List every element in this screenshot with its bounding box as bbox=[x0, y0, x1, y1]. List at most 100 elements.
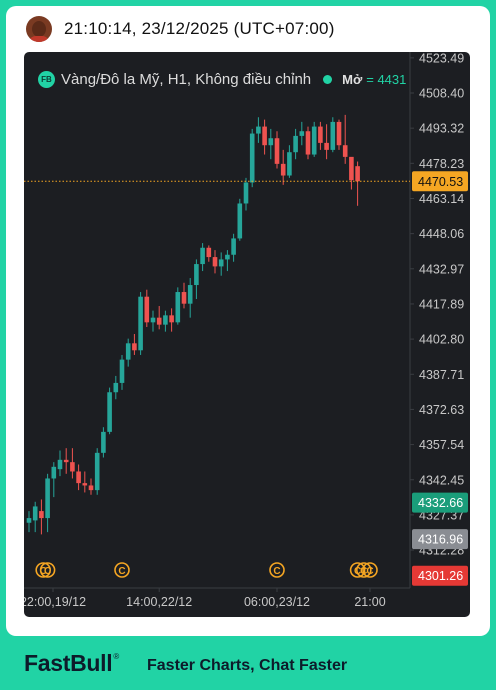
candle-body bbox=[342, 145, 348, 157]
x-tick-label: 06:00,23/12 bbox=[244, 595, 310, 609]
candle-body bbox=[88, 485, 94, 491]
price-label-text: 4470.53 bbox=[418, 175, 463, 189]
brand-name: FastBull bbox=[24, 650, 113, 676]
candle-body bbox=[268, 138, 274, 146]
symbol-label: Vàng/Đô la Mỹ, H1, Không điều chỉnh bbox=[61, 70, 312, 88]
event-marker-icon bbox=[355, 562, 372, 578]
candle-body bbox=[225, 254, 230, 260]
candle-body bbox=[51, 466, 57, 479]
candle-body bbox=[299, 131, 305, 136]
candle-body bbox=[287, 152, 292, 176]
candle-body bbox=[26, 518, 32, 523]
candle-body bbox=[187, 285, 193, 304]
candle-body bbox=[336, 121, 342, 146]
candle-body bbox=[39, 511, 44, 519]
candle-body bbox=[355, 166, 360, 182]
candle-body bbox=[32, 506, 38, 521]
y-tick-label: 4448.06 bbox=[419, 227, 464, 241]
event-marker-label: C bbox=[44, 566, 51, 577]
y-tick-label: 4463.14 bbox=[419, 192, 464, 206]
event-marker-icon bbox=[39, 562, 56, 578]
candle-body bbox=[194, 264, 199, 286]
y-tick-label: 4508.40 bbox=[419, 87, 464, 101]
candle-body bbox=[305, 131, 311, 155]
y-tick-label: 4372.63 bbox=[419, 403, 464, 417]
event-marker-label: C bbox=[273, 566, 280, 577]
candle-body bbox=[113, 382, 119, 393]
event-marker-label: C bbox=[366, 566, 373, 577]
candle-body bbox=[274, 138, 280, 164]
y-tick-label: 4523.49 bbox=[419, 52, 464, 65]
open-value: = 4431 bbox=[366, 71, 407, 87]
candle-body bbox=[200, 247, 205, 265]
candle-body bbox=[324, 142, 329, 150]
candle-body bbox=[349, 156, 354, 181]
open-label: Mở bbox=[342, 71, 363, 87]
candle-body bbox=[101, 431, 106, 453]
candle-body bbox=[45, 478, 50, 519]
candle-body bbox=[70, 462, 75, 472]
avatar-face bbox=[32, 21, 46, 37]
y-tick-label: 4357.54 bbox=[419, 438, 464, 452]
event-marker-icon bbox=[362, 562, 378, 578]
price-chart[interactable]: 4523.49 4508.40 4493.32 4478.23 4463.14 4448.… bbox=[24, 52, 470, 617]
x-tick-label: 22:00,19/12 bbox=[24, 595, 86, 609]
candle-body bbox=[318, 126, 323, 143]
status-dot-icon bbox=[323, 74, 333, 84]
y-tick-label: 4478.23 bbox=[419, 157, 464, 171]
y-tick-label: 4432.97 bbox=[419, 262, 464, 276]
candle-body bbox=[181, 292, 187, 304]
registered-mark: ® bbox=[113, 652, 119, 661]
candle-body bbox=[107, 392, 112, 432]
candle-body bbox=[330, 121, 336, 150]
y-tick-label: 4402.80 bbox=[419, 333, 464, 347]
timestamp: 21:10:14, 23/12/2025 (UTC+07:00) bbox=[64, 19, 335, 38]
price-label-text: 4316.96 bbox=[418, 533, 463, 547]
price-label-box bbox=[412, 171, 468, 192]
candle-body bbox=[293, 135, 298, 153]
event-marker-icon bbox=[35, 562, 52, 578]
candle-body bbox=[94, 452, 100, 491]
footer: FastBull® Faster Charts, Chat Faster bbox=[0, 640, 496, 690]
candle-body bbox=[280, 163, 286, 176]
candle-body bbox=[150, 317, 156, 323]
candle-body bbox=[206, 247, 212, 258]
y-tick-label: 4493.32 bbox=[419, 122, 464, 136]
candlestick-chart[interactable]: 4523.49 4508.40 4493.32 4478.23 4463.14 4448.… bbox=[24, 52, 470, 617]
candle-body bbox=[311, 126, 317, 155]
candle-body bbox=[243, 182, 249, 204]
candle-body bbox=[144, 296, 150, 323]
candle-body bbox=[125, 343, 131, 360]
x-tick-label: 21:00 bbox=[354, 595, 385, 609]
tagline: Faster Charts, Chat Faster bbox=[147, 657, 348, 674]
price-label-box bbox=[412, 529, 468, 550]
y-tick-label: 4387.71 bbox=[419, 368, 464, 382]
avatar-shirt bbox=[28, 36, 50, 42]
candle-body bbox=[63, 459, 69, 463]
candle-body bbox=[57, 459, 63, 470]
candle-body bbox=[249, 133, 255, 183]
price-label-box bbox=[412, 565, 468, 586]
candle-body bbox=[169, 315, 174, 323]
candle-body bbox=[218, 259, 224, 267]
event-marker-icon bbox=[349, 562, 366, 578]
candle-body bbox=[119, 359, 125, 383]
header: 21:10:14, 23/12/2025 (UTC+07:00) bbox=[6, 6, 490, 52]
fastbull-logo[interactable]: FastBull® bbox=[24, 650, 119, 677]
event-marker-label: C bbox=[118, 566, 125, 577]
candle-body bbox=[212, 257, 218, 267]
candle-body bbox=[175, 292, 181, 323]
candle-body bbox=[256, 126, 261, 134]
chart-legend: FB Vàng/Đô la Mỹ, H1, Không điều chỉnh M… bbox=[38, 70, 406, 88]
x-tick-label: 14:00,22/12 bbox=[126, 595, 192, 609]
avatar[interactable] bbox=[26, 16, 52, 42]
price-label-box bbox=[412, 492, 468, 513]
price-label-text: 4301.26 bbox=[418, 569, 463, 583]
event-marker-label: C bbox=[40, 566, 47, 577]
candle-body bbox=[76, 471, 81, 484]
event-marker-icon bbox=[114, 562, 130, 578]
price-label-text: 4332.66 bbox=[418, 496, 463, 510]
candle-body bbox=[138, 296, 143, 351]
fastbull-badge-icon: FB bbox=[38, 70, 55, 88]
event-marker-icon bbox=[269, 562, 285, 578]
